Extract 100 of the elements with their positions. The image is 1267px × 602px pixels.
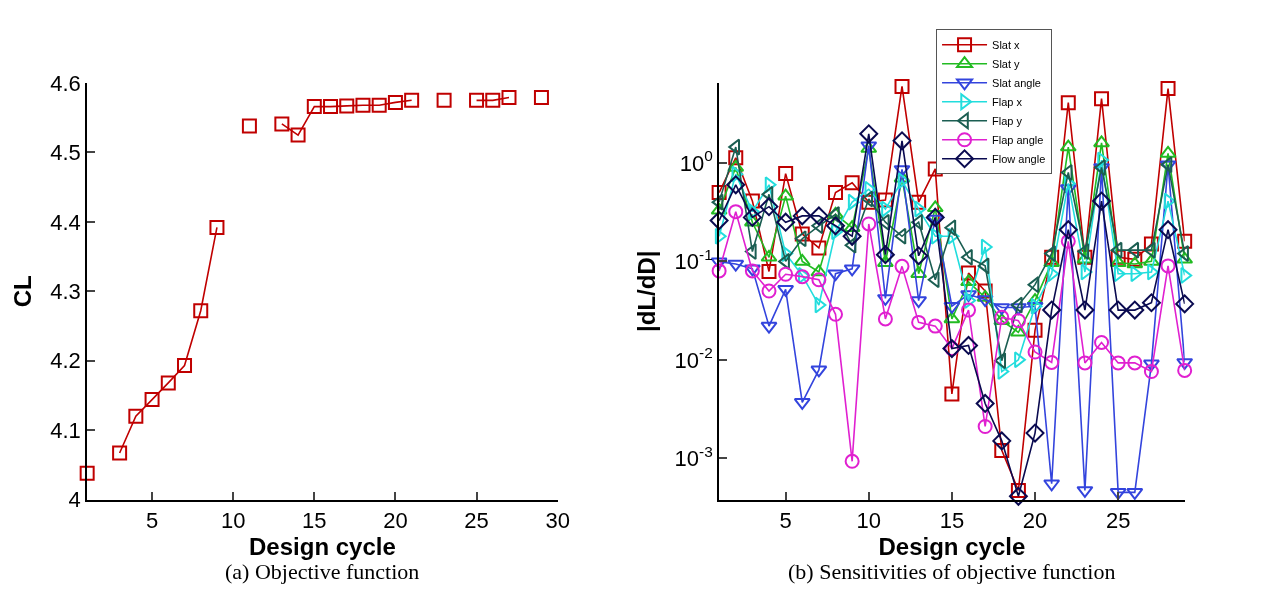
point [404,92,420,108]
point [1160,156,1173,174]
point [1044,354,1060,370]
point [727,159,745,172]
point [897,172,910,190]
point [1093,135,1111,148]
x-tick-label: 10 [856,507,882,533]
point [910,296,928,309]
x-tick-label: 5 [145,507,159,533]
point [875,245,895,265]
point [827,206,845,219]
point [793,253,811,266]
point [323,99,339,115]
point [1142,253,1160,266]
point [964,292,977,310]
point [1175,294,1195,314]
point [864,180,877,198]
point [1094,334,1110,350]
point [274,116,290,132]
point [177,358,193,374]
point [1127,251,1143,267]
point [960,290,978,303]
point [714,227,727,245]
point [1143,241,1156,259]
point [306,99,322,115]
point [776,212,796,232]
point [1130,265,1143,283]
legend-label: Flap y [992,115,1023,128]
point [781,245,794,263]
x-tick-label: 15 [939,507,965,533]
point [847,193,860,211]
point [844,175,860,191]
point [1025,423,1045,443]
legend-label: Slat y [992,58,1021,71]
point [339,98,355,114]
point [959,335,978,355]
point [112,445,128,461]
point [927,318,943,334]
point [469,92,485,108]
x-tick-label: 15 [302,507,327,533]
y-axis-title: CL [8,275,36,308]
point [877,311,893,327]
point [994,442,1010,458]
point [727,259,745,272]
legend-label: Flap angle [992,134,1044,147]
point [1059,139,1077,152]
point [810,365,828,378]
point [859,124,879,144]
point [1126,256,1144,269]
point [1080,263,1093,281]
point [1027,276,1040,294]
point [1027,322,1043,338]
point [1127,355,1143,371]
y-tick-label: 10$^{0}$ [679,147,713,176]
x-tick-label: 30 [545,507,570,533]
legend-label: Flow angle [992,153,1046,166]
point [731,165,744,183]
point [1143,364,1159,380]
point [761,263,777,279]
point [794,269,810,285]
point [1125,300,1145,320]
point [961,265,977,281]
legend-label: Slat x [992,39,1021,52]
point [1110,355,1126,371]
point [209,219,225,235]
point [1094,91,1110,107]
point [1177,362,1193,378]
point [828,306,844,322]
point [777,188,795,201]
x-tick-label: 25 [1105,507,1131,533]
point [794,226,810,242]
point [1060,164,1073,182]
point [128,408,144,424]
point [792,206,812,226]
point [943,311,961,324]
point [290,127,306,143]
point [794,230,807,248]
point [926,214,944,227]
point [728,204,744,220]
point [994,352,1007,370]
point [894,78,910,94]
point [977,419,993,434]
point [927,271,940,289]
point [1163,192,1176,210]
y-tick-label: 10$^{-1}$ [674,245,713,275]
point [744,243,757,261]
point [809,206,829,226]
point [914,200,927,218]
point [1075,300,1095,320]
point [926,200,944,213]
point [1159,145,1177,158]
y-tick-label: 4 [68,487,81,513]
point [1008,486,1028,506]
point [711,185,727,201]
point [911,194,927,210]
point [977,257,990,275]
x-tick-label: 10 [220,507,246,533]
point [760,249,778,262]
point [1142,359,1160,372]
point [811,272,827,288]
